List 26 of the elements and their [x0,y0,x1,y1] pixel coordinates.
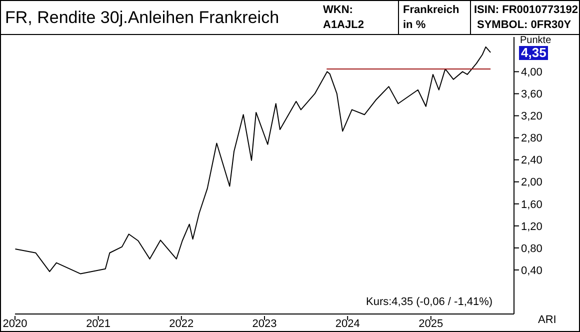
text: Frankreich in % [403,3,460,33]
x-tick-label: 2022 [169,318,194,330]
y-tick-label: 0,80 [521,242,542,255]
x-tick-label: 2024 [335,318,360,330]
x-tick-label: 2025 [418,318,444,330]
text: WKN: A1AJL2 [319,1,399,35]
y-tick-label: 2,00 [521,176,542,189]
x-tick-label: 2020 [2,318,28,330]
y-tick-label: 3,60 [521,88,542,101]
text: ISIN: FR0010773192 [474,3,578,18]
line-series [15,46,492,274]
text: SYMBOL: 0FR30Y [476,18,572,33]
x-tick-label: 2023 [252,318,277,330]
y-tick-label: 1,60 [521,198,542,211]
annotation: Kurs:4,35 (-0,06 / -1,41%) [366,296,493,308]
text: 4,35 [519,45,548,60]
y-tick-label: 0,40 [521,264,542,277]
y-tick-label: 2,40 [521,154,542,167]
y-tick-label: 1,20 [521,220,542,233]
text: ARI [538,314,556,326]
chart-title: FR, Rendite 30j.Anleihen Frankreich [5,8,280,28]
y-tick-label: 4,00 [521,66,542,79]
y-axis-title: Punkte [520,35,552,46]
y-tick-label: 3,20 [521,110,542,123]
x-tick-label: 2021 [86,318,111,330]
y-tick-label: 2,80 [521,132,542,145]
